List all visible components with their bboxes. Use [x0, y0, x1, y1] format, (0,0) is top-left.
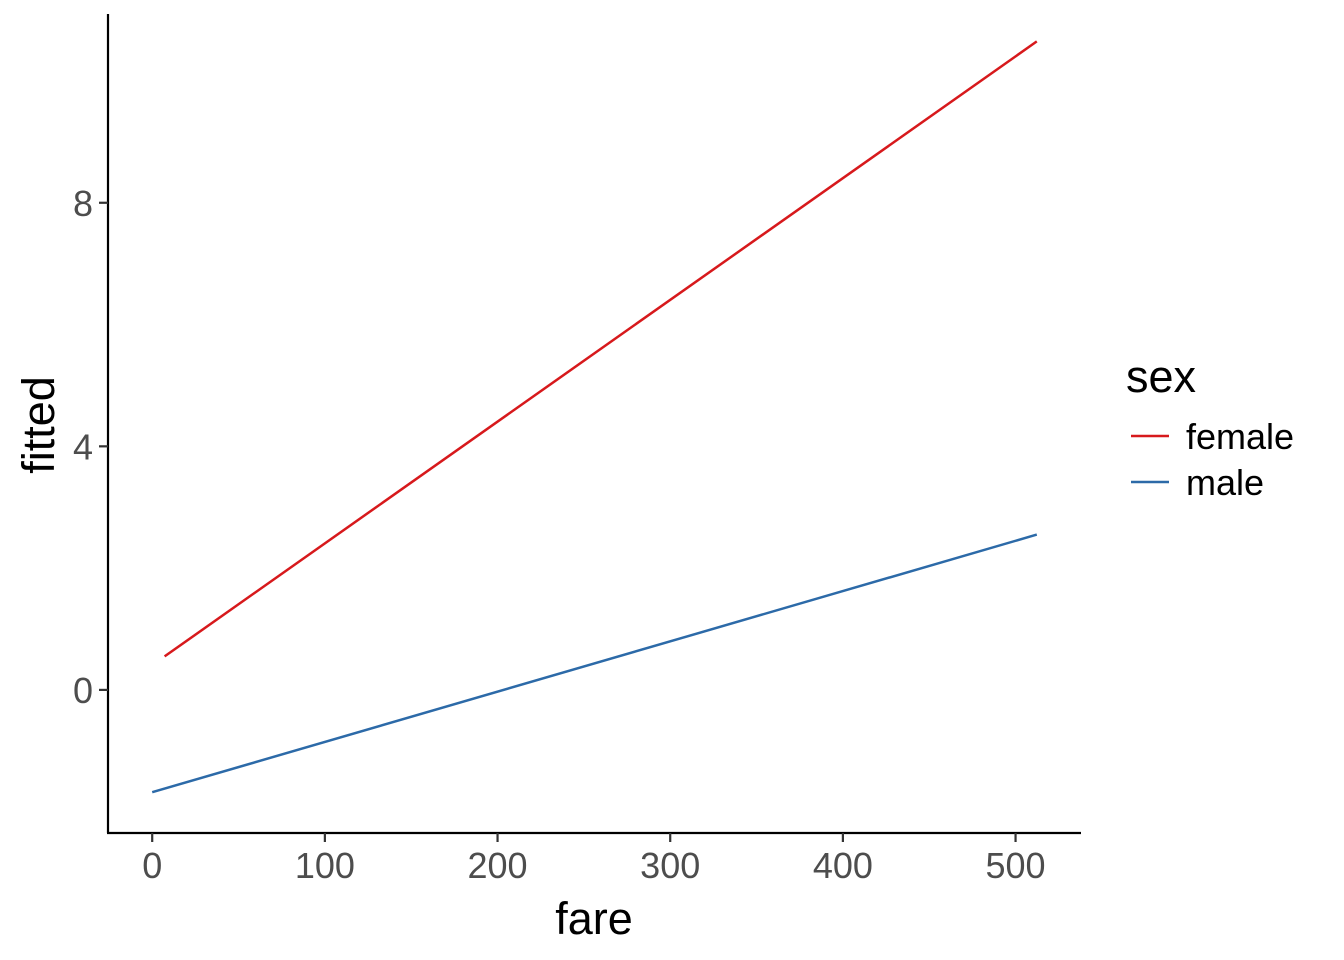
x-tick-label: 0: [142, 845, 162, 886]
legend: sex female male: [1126, 351, 1294, 503]
y-tick-label: 4: [73, 426, 93, 467]
x-axis-title: fare: [555, 893, 633, 944]
y-axis-title: fitted: [13, 376, 64, 474]
legend-items: female male: [1131, 416, 1294, 503]
series-line-female: [163, 40, 1038, 658]
y-tick-label: 0: [73, 670, 93, 711]
y-tick-label: 8: [73, 183, 93, 224]
legend-label-male: male: [1186, 462, 1264, 503]
legend-label-female: female: [1186, 416, 1294, 457]
x-tick-label: 500: [986, 845, 1046, 886]
legend-title: sex: [1126, 351, 1197, 402]
series-line-male: [151, 533, 1038, 794]
x-tick-label: 100: [295, 845, 355, 886]
plot-area: [151, 40, 1038, 794]
y-axis-ticks: 0 4 8: [73, 183, 108, 711]
x-tick-label: 400: [813, 845, 873, 886]
x-axis-ticks: 0 100 200 300 400 500: [142, 833, 1046, 886]
x-tick-label: 200: [468, 845, 528, 886]
x-tick-label: 300: [640, 845, 700, 886]
